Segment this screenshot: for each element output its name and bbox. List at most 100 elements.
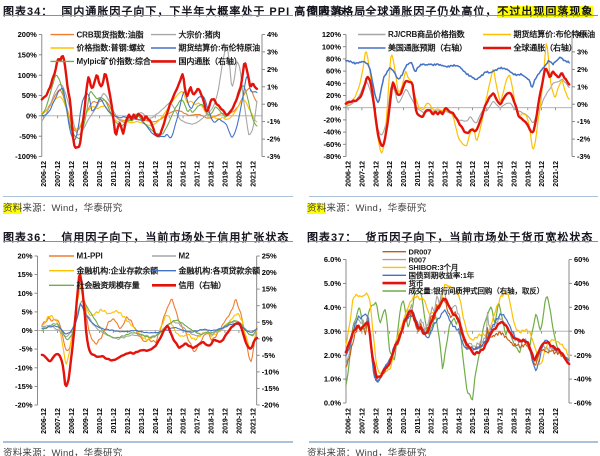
- svg-text:2.0%: 2.0%: [324, 351, 341, 360]
- svg-text:2016-12: 2016-12: [484, 161, 491, 187]
- svg-text:2007-12: 2007-12: [360, 408, 367, 434]
- svg-text:-10%: -10%: [262, 368, 280, 377]
- svg-text:-15%: -15%: [262, 384, 280, 393]
- svg-text:0%: 0%: [22, 326, 33, 335]
- svg-text:2013-12: 2013-12: [442, 161, 449, 187]
- svg-text:2007-12: 2007-12: [360, 161, 367, 187]
- svg-text:-3%: -3%: [267, 152, 281, 161]
- svg-text:2010-12: 2010-12: [401, 408, 408, 434]
- svg-text:2008-12: 2008-12: [373, 408, 380, 434]
- svg-text:4.0%: 4.0%: [324, 303, 341, 312]
- svg-text:0%: 0%: [26, 111, 37, 120]
- svg-text:2010-12: 2010-12: [401, 161, 408, 187]
- svg-text:2021-12: 2021-12: [553, 408, 560, 434]
- svg-text:2020-12: 2020-12: [237, 161, 244, 187]
- svg-text:2017-12: 2017-12: [195, 408, 202, 434]
- svg-text:60%: 60%: [574, 255, 589, 264]
- svg-text:2021-12: 2021-12: [250, 161, 257, 187]
- svg-text:2015-12: 2015-12: [470, 408, 477, 434]
- svg-text:2012-12: 2012-12: [429, 161, 436, 187]
- svg-text:1%: 1%: [577, 82, 588, 91]
- svg-text:国债到期收益率:1年: 国债到期收益率:1年: [409, 270, 475, 280]
- svg-text:2021-12: 2021-12: [553, 161, 560, 187]
- svg-text:2006-12: 2006-12: [41, 408, 48, 434]
- svg-text:2014-12: 2014-12: [456, 161, 463, 187]
- svg-text:2017-12: 2017-12: [498, 161, 505, 187]
- svg-text:2%: 2%: [267, 65, 278, 74]
- svg-text:200%: 200%: [18, 30, 38, 39]
- svg-text:2018-12: 2018-12: [209, 408, 216, 434]
- svg-text:Mylpic矿价指数:综合: Mylpic矿价指数:综合: [77, 56, 152, 66]
- svg-text:2007-12: 2007-12: [55, 161, 62, 187]
- svg-text:社会融资规模存量: 社会融资规模存量: [76, 280, 140, 290]
- svg-text:2009-12: 2009-12: [387, 161, 394, 187]
- svg-text:25%: 25%: [262, 252, 277, 261]
- svg-text:5%: 5%: [22, 308, 33, 317]
- svg-text:大宗价:猪肉: 大宗价:猪肉: [179, 29, 221, 39]
- svg-text:-80%: -80%: [323, 152, 341, 161]
- svg-text:2016-12: 2016-12: [181, 161, 188, 187]
- svg-text:120%: 120%: [322, 30, 342, 39]
- svg-text:0.0%: 0.0%: [324, 399, 341, 408]
- svg-text:2009-12: 2009-12: [83, 161, 90, 187]
- svg-text:-20%: -20%: [574, 351, 592, 360]
- svg-text:-10%: -10%: [15, 363, 33, 372]
- svg-text:2006-12: 2006-12: [346, 408, 353, 434]
- svg-text:10%: 10%: [262, 301, 277, 310]
- svg-text:2013-12: 2013-12: [139, 408, 146, 434]
- svg-text:RJ/CRB商品价格指数: RJ/CRB商品价格指数: [388, 29, 466, 39]
- svg-text:2021-12: 2021-12: [250, 408, 257, 434]
- svg-text:国内通胀（右轴）: 国内通胀（右轴）: [179, 56, 242, 66]
- svg-text:2008-12: 2008-12: [69, 408, 76, 434]
- svg-text:0%: 0%: [267, 100, 278, 109]
- svg-text:-20%: -20%: [15, 401, 33, 410]
- svg-text:2015-12: 2015-12: [167, 408, 174, 434]
- svg-text:2018-12: 2018-12: [512, 408, 519, 434]
- svg-text:-3%: -3%: [577, 152, 591, 161]
- svg-text:-40%: -40%: [323, 128, 341, 137]
- svg-text:2%: 2%: [577, 65, 588, 74]
- svg-text:150%: 150%: [18, 50, 38, 59]
- svg-text:2008-12: 2008-12: [69, 161, 76, 187]
- svg-text:2020-12: 2020-12: [539, 161, 546, 187]
- svg-text:SHIBOR:3个月: SHIBOR:3个月: [409, 262, 459, 272]
- svg-text:2018-12: 2018-12: [512, 161, 519, 187]
- svg-text:-2%: -2%: [577, 135, 591, 144]
- svg-text:2019-12: 2019-12: [223, 161, 230, 187]
- svg-text:R007: R007: [409, 255, 427, 264]
- svg-text:100%: 100%: [18, 71, 38, 80]
- svg-text:信用（右轴）: 信用（右轴）: [179, 280, 226, 290]
- svg-text:M1-PPI: M1-PPI: [77, 252, 103, 261]
- svg-text:2014-12: 2014-12: [153, 408, 160, 434]
- svg-text:2006-12: 2006-12: [41, 161, 48, 187]
- svg-text:4%: 4%: [577, 30, 588, 39]
- svg-text:2012-12: 2012-12: [125, 408, 132, 434]
- svg-text:-40%: -40%: [574, 375, 592, 384]
- svg-text:0%: 0%: [330, 103, 341, 112]
- svg-text:期货结算价:布伦特原油: 期货结算价:布伦特原油: [514, 29, 596, 39]
- svg-text:6.0%: 6.0%: [324, 255, 341, 264]
- svg-text:-100%: -100%: [15, 152, 37, 161]
- svg-text:0%: 0%: [577, 100, 588, 109]
- svg-text:50%: 50%: [22, 91, 37, 100]
- svg-text:价格指数:普钢:螺纹: 价格指数:普钢:螺纹: [77, 43, 146, 53]
- svg-text:2014-12: 2014-12: [456, 408, 463, 434]
- svg-text:2010-12: 2010-12: [97, 408, 104, 434]
- svg-text:DR007: DR007: [409, 247, 432, 256]
- svg-text:2019-12: 2019-12: [525, 161, 532, 187]
- svg-text:2009-12: 2009-12: [83, 408, 90, 434]
- svg-text:-5%: -5%: [262, 351, 276, 360]
- svg-text:15%: 15%: [262, 285, 277, 294]
- svg-text:2017-12: 2017-12: [195, 161, 202, 187]
- svg-text:全球通胀（右轴）: 全球通胀（右轴）: [513, 43, 577, 53]
- svg-text:2012-12: 2012-12: [429, 408, 436, 434]
- svg-text:货币: 货币: [408, 278, 424, 288]
- svg-text:-1%: -1%: [577, 117, 591, 126]
- svg-text:1%: 1%: [267, 82, 278, 91]
- svg-text:2008-12: 2008-12: [373, 161, 380, 187]
- svg-text:金融机构:各项贷款余额: 金融机构:各项贷款余额: [178, 265, 261, 275]
- svg-text:10%: 10%: [17, 289, 32, 298]
- svg-text:2007-12: 2007-12: [55, 408, 62, 434]
- svg-text:2019-12: 2019-12: [525, 408, 532, 434]
- svg-text:60%: 60%: [326, 67, 341, 76]
